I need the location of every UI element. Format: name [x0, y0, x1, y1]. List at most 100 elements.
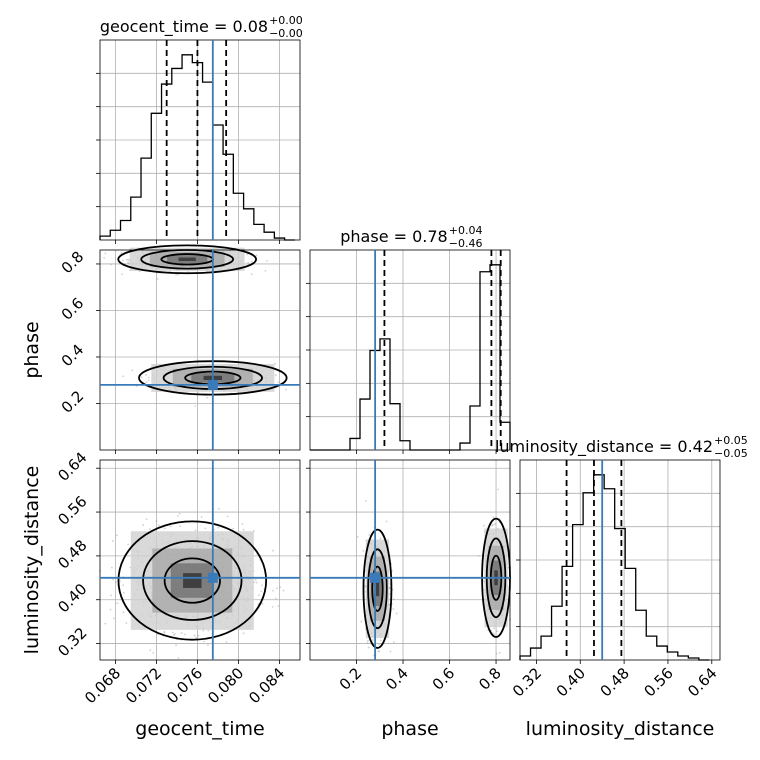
- sample-point: [179, 525, 181, 527]
- density-block: [183, 573, 202, 588]
- sample-point: [274, 362, 276, 365]
- sample-point: [378, 643, 380, 645]
- panel-frame: [99, 39, 301, 241]
- x-tick-label: 0.084: [245, 664, 288, 707]
- sample-point: [279, 586, 282, 589]
- sample-point: [282, 589, 285, 592]
- contour-level: [117, 244, 258, 275]
- sample-point: [365, 500, 367, 502]
- panel-title-luminosity_distance: luminosity_distance = 0.42 +0.05−0.05: [495, 434, 748, 460]
- title-upper-error: +0.04: [449, 224, 483, 237]
- sample-point: [362, 549, 365, 552]
- sample-point: [177, 657, 180, 659]
- sample-point: [493, 627, 496, 630]
- sample-point: [496, 630, 498, 633]
- hist-panel-phase: phase = 0.78 +0.04−0.46: [306, 224, 511, 451]
- sample-point: [152, 652, 155, 654]
- sample-point: [260, 590, 263, 592]
- panel-geocent_time-phase: [99, 244, 301, 451]
- sample-point: [177, 273, 180, 276]
- sample-point: [147, 376, 150, 379]
- y-tick-label: 0.4: [58, 341, 88, 371]
- sample-point: [127, 258, 130, 261]
- sample-point: [389, 650, 392, 653]
- sample-point: [356, 536, 359, 538]
- sample-point: [492, 632, 494, 634]
- hist-panel-geocent_time: geocent_time = 0.08 +0.00−0.00: [96, 14, 303, 241]
- sample-point: [483, 524, 485, 527]
- sample-point: [110, 594, 112, 597]
- panel-frame: [99, 249, 301, 451]
- sample-point: [109, 608, 112, 611]
- sample-point: [163, 630, 166, 633]
- sample-point: [261, 602, 264, 605]
- sample-point: [164, 527, 166, 530]
- histogram-luminosity_distance: [519, 474, 710, 661]
- sample-point: [285, 388, 287, 391]
- sample-point: [202, 629, 205, 632]
- sample-point: [122, 584, 124, 587]
- contour-level: [117, 520, 268, 641]
- panel-frame: [309, 459, 511, 661]
- sample-point: [145, 518, 148, 520]
- sample-point: [104, 252, 107, 255]
- contour-level: [371, 565, 384, 612]
- sample-point: [395, 612, 398, 615]
- sample-point: [255, 254, 258, 257]
- sample-point: [119, 580, 121, 582]
- sample-point: [122, 259, 124, 262]
- sample-point: [255, 581, 258, 584]
- sample-point: [367, 639, 369, 642]
- title-main: luminosity_distance = 0.42: [495, 437, 713, 457]
- sample-point: [389, 593, 391, 595]
- sample-point: [217, 507, 220, 510]
- sample-point: [173, 634, 176, 636]
- sample-point: [122, 591, 125, 594]
- sample-point: [246, 253, 249, 256]
- sample-point: [271, 606, 274, 608]
- x-tick-label: 0.64: [684, 664, 720, 700]
- sample-point: [278, 371, 281, 374]
- sample-point: [250, 273, 253, 276]
- title-main: geocent_time = 0.08: [100, 17, 268, 37]
- sample-point: [112, 578, 115, 581]
- sample-point: [184, 633, 186, 636]
- title-upper-error: +0.05: [714, 434, 748, 447]
- sample-point: [272, 549, 274, 552]
- sample-point: [264, 270, 267, 272]
- sample-point: [277, 381, 280, 384]
- sample-point: [392, 608, 395, 610]
- sample-point: [131, 369, 134, 372]
- sample-point: [180, 632, 183, 634]
- sample-point: [195, 636, 198, 639]
- sample-point: [120, 252, 123, 255]
- sample-point: [125, 622, 128, 624]
- sample-point: [112, 617, 115, 620]
- sample-point: [360, 620, 363, 623]
- y-tick-label: 0.6: [58, 294, 88, 324]
- x-axis-label-geocent_time: geocent_time: [135, 718, 264, 740]
- contour-level: [367, 548, 388, 630]
- sample-point: [140, 376, 143, 379]
- y-axis-label-luminosity_distance: luminosity_distance: [21, 466, 43, 655]
- sample-point: [368, 534, 371, 536]
- sample-point: [276, 587, 278, 590]
- x-tick-label: 0.48: [597, 664, 633, 700]
- sample-point: [207, 629, 210, 632]
- contour-level: [142, 540, 243, 621]
- sample-point: [204, 527, 207, 530]
- sample-point: [272, 589, 274, 592]
- sample-point: [145, 381, 148, 383]
- sample-point: [175, 644, 178, 646]
- truth-marker: [207, 379, 218, 390]
- sample-point: [379, 537, 382, 539]
- sample-point: [372, 639, 374, 641]
- y-tick-label: 0.8: [58, 248, 88, 278]
- sample-point: [377, 650, 380, 652]
- sample-point: [494, 523, 496, 525]
- sample-point: [491, 524, 494, 527]
- title-lower-error: −0.00: [269, 27, 303, 40]
- sample-point: [258, 594, 260, 596]
- sample-point: [103, 257, 105, 259]
- sample-point: [127, 543, 129, 546]
